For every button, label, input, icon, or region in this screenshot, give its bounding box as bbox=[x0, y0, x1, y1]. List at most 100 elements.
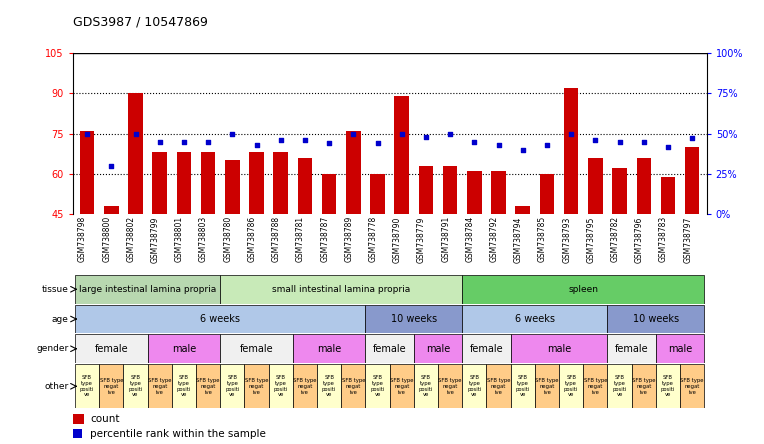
Text: female: female bbox=[470, 344, 503, 354]
Text: GSM738786: GSM738786 bbox=[248, 216, 257, 262]
Bar bbox=[269, 364, 293, 408]
Bar bbox=[462, 305, 607, 333]
Text: GSM738796: GSM738796 bbox=[635, 216, 644, 262]
Point bbox=[686, 135, 698, 142]
Text: GSM738794: GSM738794 bbox=[513, 216, 523, 262]
Bar bbox=[607, 334, 656, 363]
Point bbox=[105, 162, 118, 169]
Text: SFB type
negat
ive: SFB type negat ive bbox=[196, 378, 220, 395]
Bar bbox=[607, 364, 632, 408]
Text: SFB
type
positi
ve: SFB type positi ve bbox=[176, 375, 191, 397]
Bar bbox=[346, 131, 361, 214]
Point bbox=[154, 138, 166, 145]
Point bbox=[323, 140, 335, 147]
Bar bbox=[516, 206, 530, 214]
Text: GSM738789: GSM738789 bbox=[345, 216, 353, 262]
Bar bbox=[274, 152, 288, 214]
Text: large intestinal lamina propria: large intestinal lamina propria bbox=[79, 285, 216, 294]
Point bbox=[81, 130, 93, 137]
Point bbox=[202, 138, 214, 145]
Bar bbox=[535, 364, 559, 408]
Text: SFB type
negat
ive: SFB type negat ive bbox=[681, 378, 704, 395]
Bar bbox=[128, 94, 143, 214]
Bar bbox=[75, 305, 365, 333]
Text: 6 weeks: 6 weeks bbox=[515, 314, 555, 324]
Text: GSM738797: GSM738797 bbox=[683, 216, 692, 262]
Point bbox=[299, 136, 311, 143]
Point bbox=[638, 138, 650, 145]
Text: GSM738802: GSM738802 bbox=[127, 216, 135, 262]
Text: SFB
type
positi
ve: SFB type positi ve bbox=[371, 375, 385, 397]
Text: GSM738779: GSM738779 bbox=[417, 216, 426, 262]
Text: GSM738800: GSM738800 bbox=[102, 216, 112, 262]
Text: GSM738790: GSM738790 bbox=[393, 216, 402, 262]
Text: SFB
type
positi
ve: SFB type positi ve bbox=[467, 375, 481, 397]
Bar bbox=[438, 364, 462, 408]
Bar bbox=[196, 364, 220, 408]
Point bbox=[129, 130, 141, 137]
Bar bbox=[390, 364, 414, 408]
Point bbox=[420, 133, 432, 140]
Bar bbox=[147, 334, 220, 363]
Bar bbox=[172, 364, 196, 408]
Text: count: count bbox=[90, 414, 120, 424]
Bar bbox=[220, 364, 244, 408]
Text: male: male bbox=[668, 344, 692, 354]
Bar bbox=[220, 275, 462, 304]
Point bbox=[178, 138, 190, 145]
Text: GSM738783: GSM738783 bbox=[659, 216, 668, 262]
Point bbox=[541, 141, 553, 148]
Bar bbox=[104, 206, 118, 214]
Point bbox=[347, 130, 359, 137]
Text: GSM738785: GSM738785 bbox=[538, 216, 547, 262]
Text: tissue: tissue bbox=[42, 285, 69, 294]
Bar bbox=[656, 334, 704, 363]
Bar bbox=[225, 160, 240, 214]
Bar bbox=[244, 364, 269, 408]
Bar bbox=[685, 147, 699, 214]
Text: GSM738780: GSM738780 bbox=[223, 216, 232, 262]
Bar bbox=[73, 414, 84, 424]
Text: SFB
type
positi
ve: SFB type positi ve bbox=[322, 375, 336, 397]
Text: 10 weeks: 10 weeks bbox=[633, 314, 679, 324]
Text: GSM738795: GSM738795 bbox=[586, 216, 595, 262]
Text: SFB
type
positi
ve: SFB type positi ve bbox=[225, 375, 239, 397]
Bar bbox=[583, 364, 607, 408]
Point bbox=[589, 136, 601, 143]
Text: SFB
type
positi
ve: SFB type positi ve bbox=[516, 375, 530, 397]
Point bbox=[516, 146, 529, 153]
Text: SFB
type
positi
ve: SFB type positi ve bbox=[661, 375, 675, 397]
Bar bbox=[293, 364, 317, 408]
Text: SFB type
negat
ive: SFB type negat ive bbox=[584, 378, 607, 395]
Point bbox=[226, 130, 238, 137]
Bar bbox=[656, 364, 680, 408]
Text: SFB type
negat
ive: SFB type negat ive bbox=[244, 378, 268, 395]
Bar bbox=[365, 334, 414, 363]
Point bbox=[274, 136, 286, 143]
Text: SFB type
negat
ive: SFB type negat ive bbox=[632, 378, 656, 395]
Text: GSM738801: GSM738801 bbox=[175, 216, 184, 262]
Point bbox=[444, 130, 456, 137]
Text: female: female bbox=[95, 344, 128, 354]
Text: male: male bbox=[547, 344, 571, 354]
Text: 6 weeks: 6 weeks bbox=[200, 314, 240, 324]
Text: male: male bbox=[426, 344, 450, 354]
Bar bbox=[394, 96, 409, 214]
Point bbox=[371, 140, 384, 147]
Bar bbox=[298, 158, 312, 214]
Text: small intestinal lamina propria: small intestinal lamina propria bbox=[272, 285, 410, 294]
Point bbox=[493, 141, 505, 148]
Bar bbox=[487, 364, 510, 408]
Text: female: female bbox=[240, 344, 274, 354]
Bar bbox=[539, 174, 554, 214]
Bar bbox=[588, 158, 603, 214]
Bar bbox=[249, 152, 264, 214]
Text: GSM738788: GSM738788 bbox=[272, 216, 280, 262]
Text: GDS3987 / 10547869: GDS3987 / 10547869 bbox=[73, 16, 208, 29]
Point bbox=[251, 141, 263, 148]
Bar bbox=[293, 334, 365, 363]
Bar bbox=[462, 334, 510, 363]
Text: SFB
type
positi
ve: SFB type positi ve bbox=[274, 375, 288, 397]
Bar bbox=[365, 364, 390, 408]
Bar bbox=[80, 131, 95, 214]
